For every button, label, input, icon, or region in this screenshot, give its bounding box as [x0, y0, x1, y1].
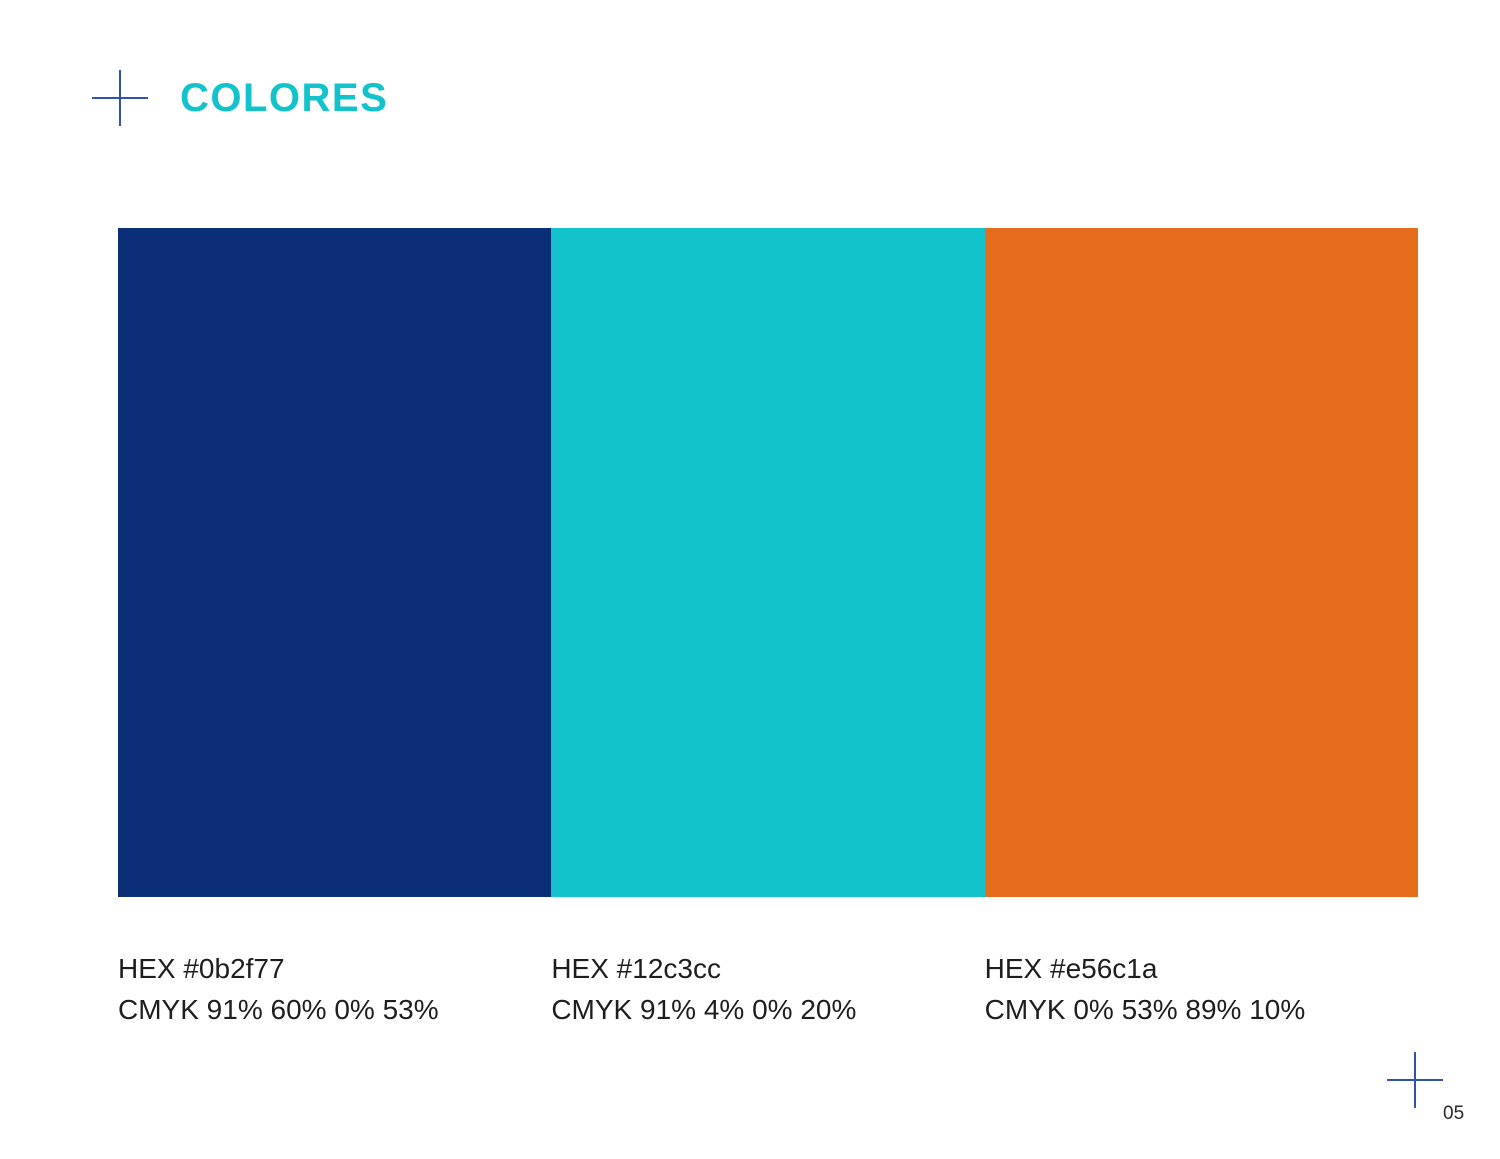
- color-swatch-orange: [984, 228, 1418, 897]
- cmyk-value-orange: CMYK 0% 53% 89% 10%: [984, 994, 1306, 1025]
- cmyk-value-teal: CMYK 91% 4% 0% 20%: [551, 994, 857, 1025]
- color-swatch-teal: [551, 228, 985, 897]
- plus-mark-icon: [1387, 1052, 1443, 1108]
- color-label-teal: HEX #12c3cc CMYK 91% 4% 0% 20%: [551, 948, 984, 1030]
- color-swatch-row: [118, 228, 1418, 897]
- color-swatch-navy: [118, 228, 552, 897]
- plus-mark-icon: [92, 70, 148, 126]
- hex-value-navy: HEX #0b2f77: [118, 953, 285, 984]
- cmyk-value-navy: CMYK 91% 60% 0% 53%: [118, 994, 439, 1025]
- page-title: COLORES: [180, 76, 389, 120]
- color-labels-row: HEX #0b2f77 CMYK 91% 60% 0% 53% HEX #12c…: [118, 948, 1418, 1030]
- page-number: 05: [1443, 1103, 1465, 1124]
- color-label-navy: HEX #0b2f77 CMYK 91% 60% 0% 53%: [118, 948, 551, 1030]
- hex-value-teal: HEX #12c3cc: [551, 953, 721, 984]
- hex-value-orange: HEX #e56c1a: [984, 953, 1158, 984]
- color-label-orange: HEX #e56c1a CMYK 0% 53% 89% 10%: [985, 948, 1418, 1030]
